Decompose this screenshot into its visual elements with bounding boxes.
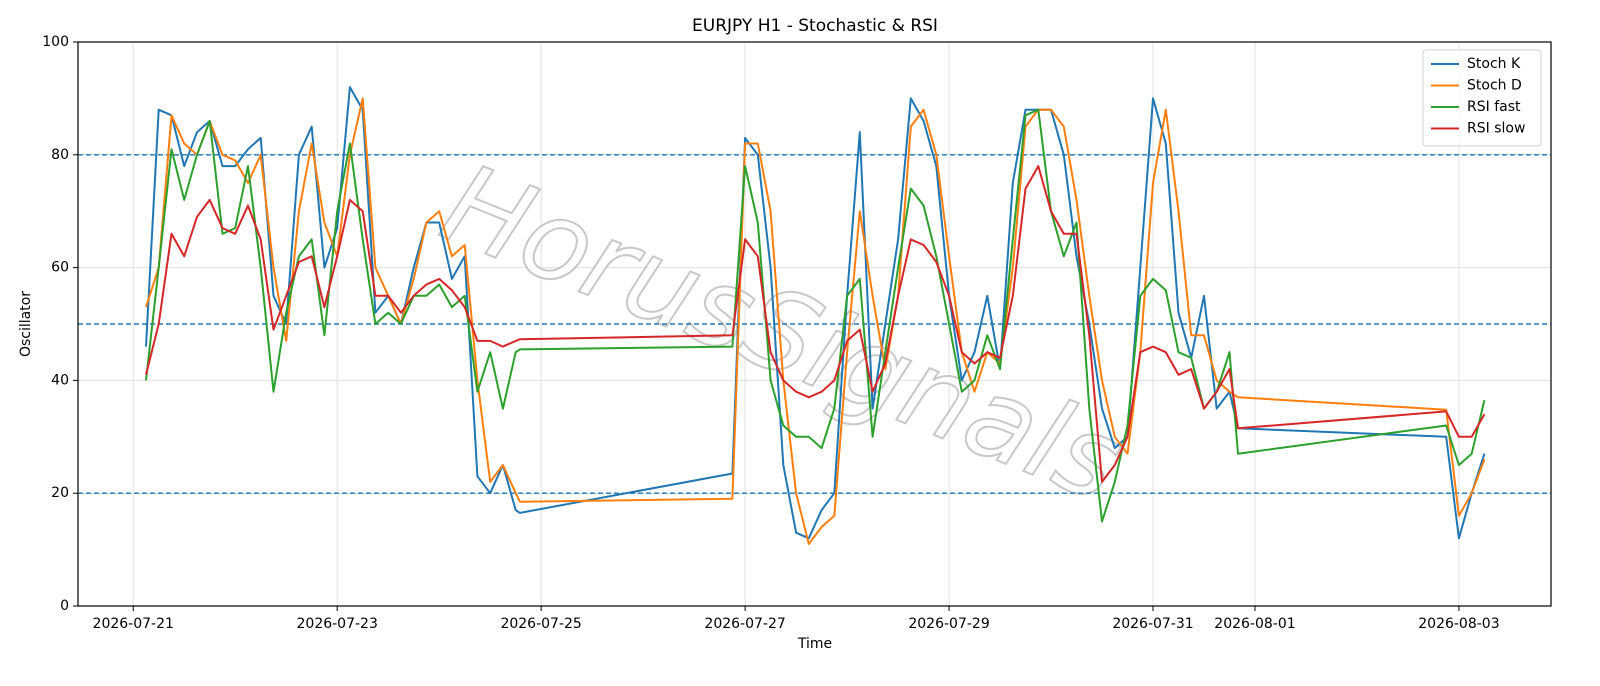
x-axis-label: Time (797, 636, 832, 652)
legend-label: Stoch D (1467, 78, 1522, 94)
series-line (145, 97, 1486, 545)
watermark: HorusSignals (426, 139, 1139, 526)
legend-box (1422, 49, 1542, 147)
x-tick-label: 2026-07-27 (704, 616, 785, 632)
x-tick-label: 2026-08-03 (1418, 616, 1499, 632)
y-tick-label: 0 (60, 598, 69, 614)
plot-frame (77, 41, 1552, 607)
x-tick-label: 2026-07-21 (93, 616, 174, 632)
y-tick-label: 80 (51, 147, 69, 163)
y-tick-label: 60 (51, 260, 69, 276)
x-tick-label: 2026-07-23 (297, 616, 378, 632)
legend-label: RSI fast (1467, 99, 1521, 115)
chart-title: EURJPY H1 - Stochastic & RSI (692, 16, 938, 36)
y-tick-label: 40 (51, 372, 69, 388)
x-tick-label: 2026-07-25 (500, 616, 581, 632)
legend-label: Stoch K (1467, 56, 1521, 72)
y-tick-label: 20 (51, 485, 69, 501)
x-tick-label: 2026-07-31 (1112, 616, 1193, 632)
y-tick-label: 100 (42, 34, 69, 50)
series-line (145, 108, 1486, 523)
legend-label: RSI slow (1467, 121, 1525, 137)
series-line (145, 165, 1486, 483)
y-axis-label: Oscillator (18, 291, 34, 357)
x-tick-label: 2026-08-01 (1214, 616, 1295, 632)
x-tick-label: 2026-07-29 (908, 616, 989, 632)
